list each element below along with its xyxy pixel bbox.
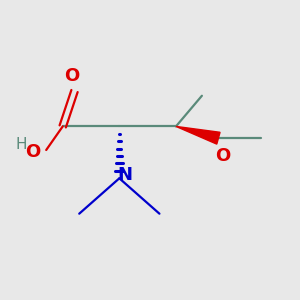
Text: O: O [215, 147, 231, 165]
Text: N: N [118, 166, 133, 184]
Polygon shape [176, 126, 220, 144]
Text: O: O [25, 143, 40, 161]
Text: H: H [16, 137, 27, 152]
Text: O: O [64, 68, 80, 85]
